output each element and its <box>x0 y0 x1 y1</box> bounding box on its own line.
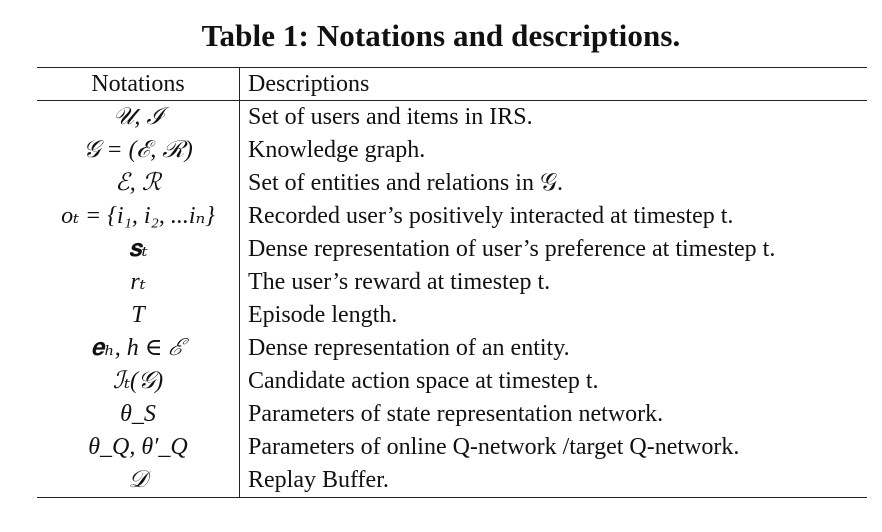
table-row: 𝒢 = (ℰ, ℛ) Knowledge graph. <box>37 134 867 167</box>
description-cell: Set of users and items in IRS. <box>248 104 533 130</box>
description-cell: The user’s reward at timestep t. <box>248 269 551 295</box>
table-row: ℐₜ(𝒢) Candidate action space at timestep… <box>37 365 867 398</box>
header-notations: Notations <box>37 67 240 101</box>
description-cell: Candidate action space at timestep t. <box>248 368 599 394</box>
table-row: 𝐬ₜ Dense representation of user’s prefer… <box>37 233 867 266</box>
notation-cell: 𝒰, ℐ <box>37 100 240 134</box>
description-cell: Replay Buffer. <box>248 467 389 493</box>
table-row: oₜ = {i₁, i₂, ...iₙ} Recorded user’s pos… <box>37 200 867 233</box>
table-row: rₜ The user’s reward at timestep t. <box>37 266 867 299</box>
table-row: T Episode length. <box>37 299 867 332</box>
table-row: ℰ, ℛ Set of entities and relations in 𝒢. <box>37 167 867 200</box>
notation-cell: 𝐞ₕ, h ∈ ℰ <box>37 332 240 365</box>
notation-cell: T <box>37 299 240 332</box>
description-cell: Dense representation of user’s preferenc… <box>248 236 776 262</box>
table-caption: Table 1: Notations and descriptions. <box>201 18 681 53</box>
description-cell: Episode length. <box>248 302 398 328</box>
notation-cell: ℐₜ(𝒢) <box>37 365 240 398</box>
notation-cell: 𝒟 <box>37 464 240 498</box>
notation-cell: θ_Q, θ′_Q <box>37 431 240 464</box>
notation-cell: 𝐬ₜ <box>37 233 240 266</box>
table-row: 𝒟 Replay Buffer. <box>37 464 867 498</box>
table-row: 𝒰, ℐ Set of users and items in IRS. <box>37 100 867 134</box>
description-cell: Dense representation of an entity. <box>248 335 570 361</box>
table-row: 𝐞ₕ, h ∈ ℰ Dense representation of an ent… <box>37 332 867 365</box>
header-descriptions: Descriptions <box>248 71 370 97</box>
description-cell: Parameters of online Q-network /target Q… <box>248 434 740 460</box>
notation-cell: ℰ, ℛ <box>37 167 240 200</box>
notation-cell: θ_S <box>37 398 240 431</box>
notation-table: Notations Descriptions 𝒰, ℐ Set of users… <box>37 67 867 498</box>
notation-cell: rₜ <box>37 266 240 299</box>
description-cell: Parameters of state representation netwo… <box>248 401 664 427</box>
description-cell: Set of entities and relations in 𝒢. <box>248 170 564 196</box>
description-cell: Recorded user’s positively interacted at… <box>248 203 734 229</box>
notation-cell: oₜ = {i₁, i₂, ...iₙ} <box>37 200 240 233</box>
table-row: θ_S Parameters of state representation n… <box>37 398 867 431</box>
notation-cell: 𝒢 = (ℰ, ℛ) <box>37 134 240 167</box>
table-row: θ_Q, θ′_Q Parameters of online Q-network… <box>37 431 867 464</box>
description-cell: Knowledge graph. <box>248 137 426 163</box>
header-row: Notations Descriptions <box>37 67 867 101</box>
